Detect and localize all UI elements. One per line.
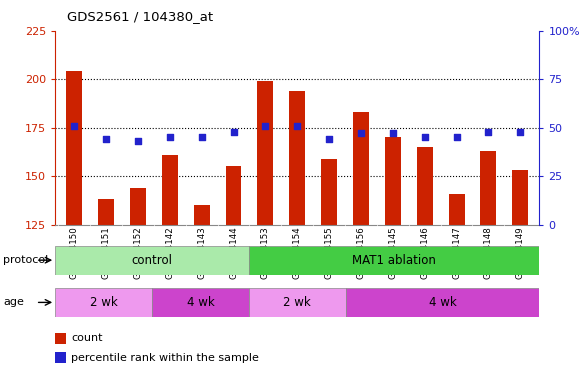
Bar <box>512 170 528 225</box>
Bar <box>194 205 209 225</box>
Bar <box>346 288 539 317</box>
Bar <box>249 246 539 275</box>
Point <box>197 134 206 141</box>
Bar <box>258 81 273 225</box>
Point <box>102 136 111 142</box>
Point <box>229 129 238 135</box>
Bar <box>66 71 82 225</box>
Point <box>484 129 493 135</box>
Bar <box>321 159 337 225</box>
Text: protocol: protocol <box>3 255 48 265</box>
Text: 2 wk: 2 wk <box>284 296 311 309</box>
Text: GSM154146: GSM154146 <box>420 226 429 279</box>
Point <box>324 136 334 142</box>
Text: GSM154150: GSM154150 <box>70 226 79 279</box>
Text: GSM154149: GSM154149 <box>516 226 525 279</box>
Point <box>261 122 270 129</box>
Text: GSM154147: GSM154147 <box>452 226 461 279</box>
Point <box>452 134 461 141</box>
Text: GSM154144: GSM154144 <box>229 226 238 279</box>
Text: 2 wk: 2 wk <box>90 296 117 309</box>
Bar <box>130 188 146 225</box>
Text: GSM154151: GSM154151 <box>102 226 111 279</box>
Text: GSM154154: GSM154154 <box>293 226 302 279</box>
Bar <box>55 288 152 317</box>
Bar <box>353 112 369 225</box>
Text: GSM154152: GSM154152 <box>133 226 143 279</box>
Text: MAT1 ablation: MAT1 ablation <box>352 254 436 266</box>
Point <box>165 134 175 141</box>
Text: GSM154155: GSM154155 <box>325 226 333 279</box>
Text: GSM154142: GSM154142 <box>165 226 175 279</box>
Text: GSM154156: GSM154156 <box>357 226 365 279</box>
Text: GSM154148: GSM154148 <box>484 226 493 279</box>
Bar <box>417 147 433 225</box>
Bar <box>289 91 305 225</box>
Text: age: age <box>3 297 24 308</box>
Bar <box>98 199 114 225</box>
Text: percentile rank within the sample: percentile rank within the sample <box>71 353 259 362</box>
Text: control: control <box>132 254 172 266</box>
Point <box>388 131 397 137</box>
Bar <box>448 194 465 225</box>
Point <box>292 122 302 129</box>
Text: 4 wk: 4 wk <box>187 296 214 309</box>
Bar <box>385 137 401 225</box>
Text: GDS2561 / 104380_at: GDS2561 / 104380_at <box>67 10 213 23</box>
Text: count: count <box>71 333 103 343</box>
Point <box>420 134 429 141</box>
Point <box>133 138 143 144</box>
Text: GSM154145: GSM154145 <box>389 226 397 279</box>
Text: GSM154143: GSM154143 <box>197 226 206 279</box>
Bar <box>226 167 241 225</box>
Bar <box>480 151 496 225</box>
Point <box>356 131 365 137</box>
Bar <box>249 288 346 317</box>
Bar <box>152 288 249 317</box>
Bar <box>162 155 177 225</box>
Text: 4 wk: 4 wk <box>429 296 456 309</box>
Point <box>516 129 525 135</box>
Text: GSM154153: GSM154153 <box>261 226 270 279</box>
Point <box>70 122 79 129</box>
Bar <box>55 246 249 275</box>
